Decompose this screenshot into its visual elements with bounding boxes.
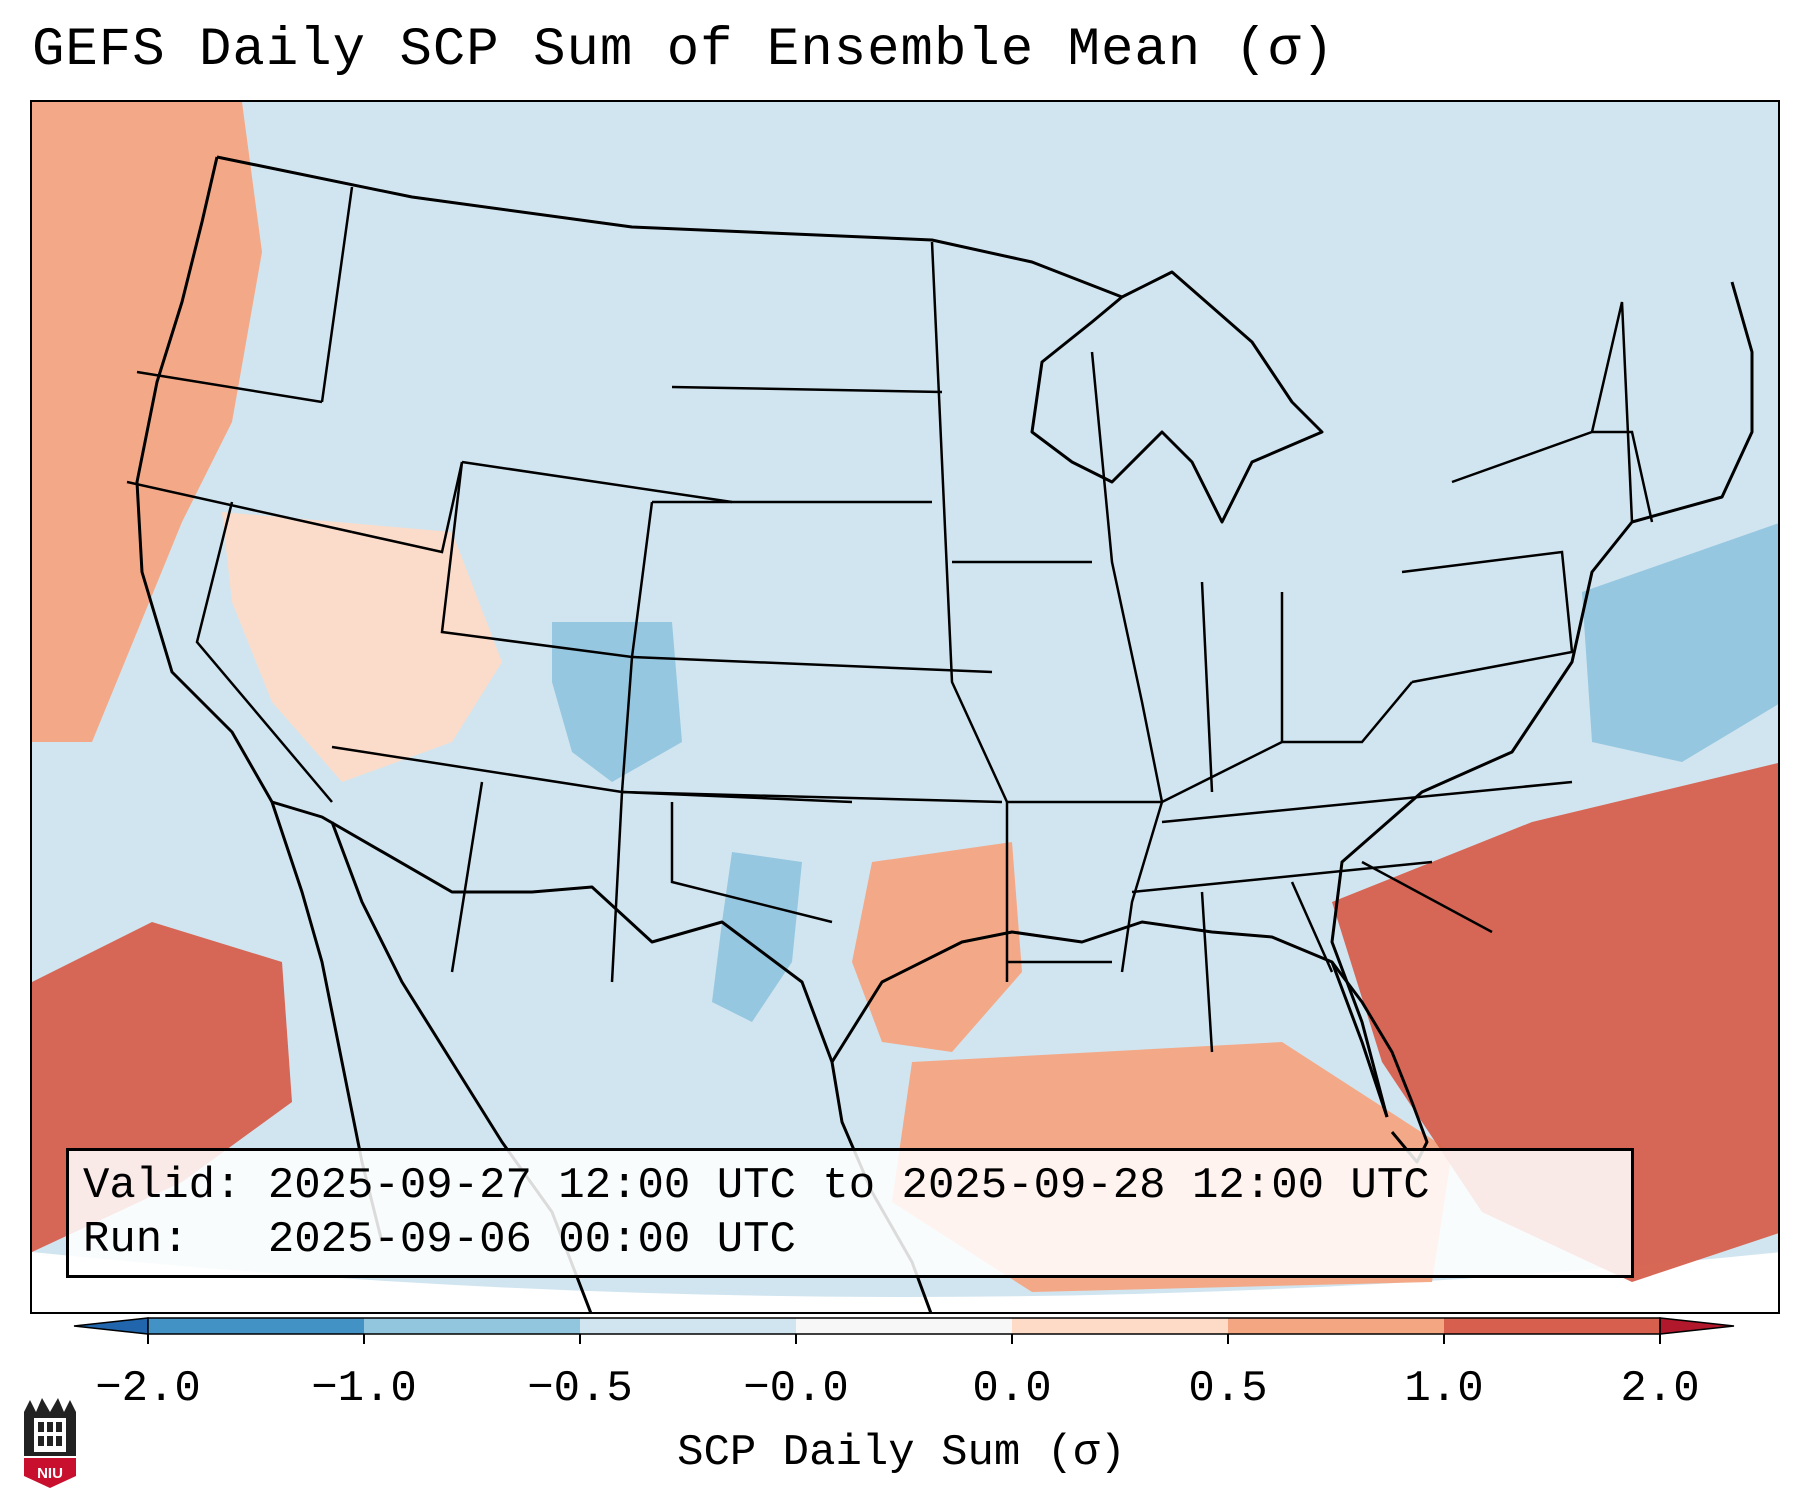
mexico-us-border [271,800,834,1063]
state-line-oregon-washington [136,370,323,404]
colorbar-tick-label: 0.5 [1188,1364,1268,1414]
state-line-kansas-oklahoma [621,790,1003,804]
state-line-colorado [620,656,634,793]
colorbar-underflow [73,1317,149,1335]
anomaly-area [552,622,682,782]
colorbar-tick-label: 0.0 [972,1364,1052,1414]
state-line-ohio-river [1161,681,1413,804]
colorbar-tick-label: 1.0 [1404,1364,1484,1414]
logo-text: NIU [37,1465,63,1482]
colorbar-tick-label: −1.0 [311,1364,417,1414]
colorbar-tick-label: −0.5 [527,1364,633,1414]
colorbar-bin [364,1318,580,1334]
colorbar [73,1317,1735,1344]
colorbar-tick-label: −2.0 [95,1364,201,1414]
state-line-plains-east [930,241,1009,982]
state-line-north-dakota [671,385,943,394]
colorbar-bin [1012,1318,1228,1334]
scp-field [32,102,1778,1297]
us-west-coast [135,156,274,803]
state-line-carolinas [1361,860,1493,934]
valid-time-box: Valid: 2025-09-27 12:00 UTC to 2025-09-2… [66,1148,1634,1278]
colorbar-tick-label: −0.0 [743,1364,849,1414]
state-line-georgia [1290,881,1334,973]
state-line-illinois-indiana [1200,581,1214,793]
valid-label: Valid: [83,1161,242,1211]
valid-value: 2025-09-27 12:00 UTC to 2025-09-28 12:00… [267,1161,1430,1211]
state-line-tennessee-south [1131,860,1433,894]
map-canvas [32,102,1778,1312]
colorbar-frame [147,1317,1661,1335]
field-background [32,102,1778,1297]
east-coast [1330,281,1754,1118]
colorbar-bin [1228,1318,1444,1334]
colorbar-tick-label: 2.0 [1620,1364,1700,1414]
state-line-montana-wyoming [461,460,733,504]
map-panel [30,100,1780,1314]
colorbar-bin [796,1318,1012,1334]
anomaly-area [222,512,502,782]
state-line-mississippi-river [1090,351,1164,973]
state-borders [126,186,1654,1053]
great-lakes [1030,270,1324,524]
anomaly-area [1582,523,1778,762]
state-line-arizona-new-mexico [450,781,484,973]
niu-logo: NIU [24,1398,76,1488]
colorbar-bin [580,1318,796,1334]
anomaly-area [852,842,1022,1052]
anomaly-area [32,102,262,742]
map-title: GEFS Daily SCP Sum of Ensemble Mean (σ) [32,20,1335,81]
state-line-oregon-california [126,480,353,534]
state-line-oklahoma-texas [670,802,833,924]
run-line: Run: 2025-09-06 00:00 UTC [83,1213,1617,1267]
state-line-idaho [320,186,354,403]
state-line-new-mexico-texas [610,791,624,983]
gulf-coast [830,920,1389,1118]
state-line-nevada [195,501,333,803]
valid-line: Valid: 2025-09-27 12:00 UTC to 2025-09-2… [83,1159,1617,1213]
colorbar-bin [148,1318,364,1334]
anomaly-area [712,852,802,1022]
colorbar-label: SCP Daily Sum (σ) [677,1428,1126,1478]
state-line-new-york [1451,430,1654,523]
run-value: 2025-09-06 00:00 UTC [267,1215,796,1265]
state-line-new-england [1590,301,1634,523]
state-line-pennsylvania [1401,550,1574,684]
run-label: Run: [83,1215,189,1265]
state-line-wyoming [440,461,654,659]
state-line-nebraska-kansas [631,655,993,674]
colorbar-bin [1444,1318,1660,1334]
state-line-alabama [1200,891,1214,1053]
colorbar-overflow [1659,1317,1735,1335]
state-line-tennessee [1161,780,1573,824]
state-line-utah [351,461,464,554]
canada-us-border [216,155,1123,299]
